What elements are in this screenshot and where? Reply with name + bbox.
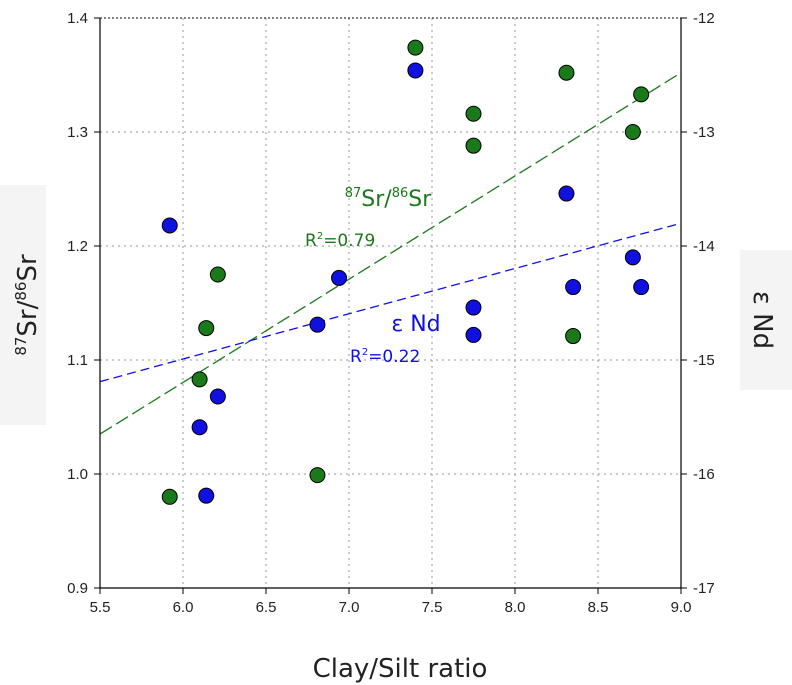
nd-data-point (558, 185, 575, 202)
sr-data-point (209, 266, 226, 283)
nd-data-point (191, 419, 208, 436)
sr-series-label: 87Sr/86Sr (345, 186, 432, 212)
sr-data-point (161, 488, 178, 505)
y2-tick-label: -13 (693, 124, 715, 141)
sr-data-point (633, 86, 650, 103)
x-tick-label: 8.0 (505, 599, 526, 616)
sr-label-sup2: 86 (392, 186, 409, 201)
nd-data-point (309, 316, 326, 333)
y2-tick-label: -12 (693, 10, 715, 27)
y2-axis-title: ε Nd (747, 291, 777, 349)
y-tick-label: 1.2 (67, 238, 88, 255)
plot-frame (99, 17, 682, 589)
nd-data-point (209, 388, 226, 405)
sr-data-point (624, 124, 641, 140)
y-title-sup1: 87 (12, 337, 30, 356)
sr-data-point (198, 320, 215, 337)
y2-tick-label: -16 (693, 466, 715, 483)
nd-data-point (407, 62, 424, 79)
sr-data-point (407, 39, 424, 56)
y-tick-label: 0.9 (67, 580, 88, 597)
sr-data-point (565, 328, 582, 345)
sr-data-point (465, 105, 482, 122)
x-axis-ticks: 5.5 6.0 6.5 7.0 7.5 8.0 8.5 9.0 (90, 588, 692, 616)
y-title-sup2: 86 (12, 282, 30, 301)
y-tick-label: 1.0 (67, 466, 88, 483)
y2-axis-ticks: -17 -16 -15 -14 -13 -12 (681, 10, 715, 597)
nd-fit-line (99, 222, 682, 383)
y-tick-label: 1.1 (67, 352, 88, 369)
nd-data-point (198, 487, 215, 504)
nd-data-point (465, 326, 482, 343)
nd-data-point (465, 299, 482, 316)
grid (100, 18, 681, 588)
x-tick-label: 6.0 (173, 599, 194, 616)
sr-fit-line (99, 72, 682, 435)
sr-label-base2: Sr (408, 187, 432, 212)
y-tick-label: 1.3 (67, 124, 88, 141)
y-title-base1: Sr/ (13, 300, 43, 336)
data-points (161, 39, 650, 505)
sr-data-point (558, 64, 575, 81)
x-tick-label: 7.0 (339, 599, 360, 616)
nd-data-point (161, 217, 178, 234)
nd-series-label: ε Nd (391, 312, 440, 337)
x-tick-label: 6.5 (256, 599, 277, 616)
sr-data-point (309, 467, 326, 484)
sr-r2-label: R2=0.79 (305, 231, 375, 251)
nd-data-point (565, 279, 582, 296)
y2-tick-label: -14 (693, 238, 715, 255)
y2-tick-label: -17 (693, 580, 715, 597)
fit-lines (99, 72, 682, 435)
sr-data-point (191, 371, 208, 388)
x-axis-title: Clay/Silt ratio (313, 654, 488, 684)
nd-data-point (633, 279, 650, 296)
x-tick-label: 8.5 (588, 599, 609, 616)
y-axis-ticks: 0.9 1.0 1.1 1.2 1.3 1.4 (67, 10, 100, 597)
x-tick-label: 9.0 (671, 599, 692, 616)
sr-label-sup1: 87 (345, 186, 362, 201)
nd-data-point (331, 269, 348, 286)
y-axis-title: 87Sr/86Sr (12, 254, 43, 356)
x-tick-label: 5.5 (90, 599, 111, 616)
sr-label-base1: Sr/ (361, 187, 392, 212)
nd-data-point (624, 249, 641, 266)
y-title-base2: Sr (13, 254, 43, 282)
x-tick-label: 7.5 (422, 599, 443, 616)
nd-r2-label: R2=0.22 (350, 347, 420, 367)
y-tick-label: 1.4 (67, 10, 88, 27)
sr-data-point (465, 137, 482, 154)
y2-tick-label: -15 (693, 352, 715, 369)
